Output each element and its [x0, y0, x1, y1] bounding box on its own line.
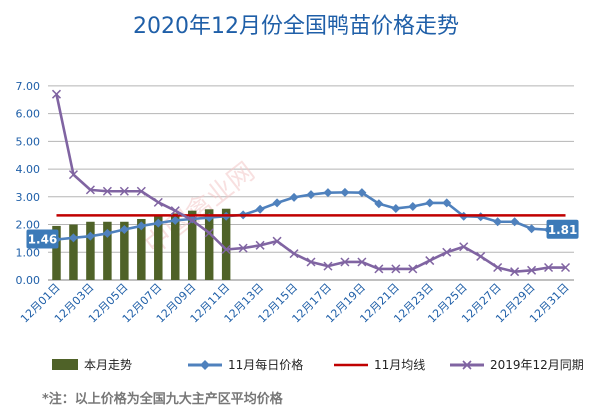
bar	[154, 216, 163, 280]
point-diamond	[493, 217, 503, 227]
point-x	[221, 244, 231, 255]
point-x	[68, 170, 78, 180]
point-x	[560, 262, 571, 273]
data-label-first-bg	[26, 229, 59, 249]
point-x	[476, 251, 486, 261]
bar	[69, 224, 78, 280]
point-diamond	[170, 215, 180, 225]
point-x	[493, 262, 503, 273]
point-x	[289, 249, 299, 259]
y-tick-label: 0.00	[16, 274, 41, 287]
y-tick-label: 7.00	[16, 80, 41, 93]
data-label-first: 1.46	[28, 233, 58, 247]
legend-label-bar: 本月走势	[84, 358, 133, 372]
y-tick-label: 2.00	[16, 219, 41, 232]
legend-label-2019: 2019年12月同期	[490, 358, 584, 372]
point-x	[306, 257, 316, 267]
legend-item-bar: 本月走势	[52, 356, 132, 373]
legend-label-avg: 11月均线	[374, 358, 426, 372]
point-x	[425, 256, 435, 266]
point-diamond	[323, 188, 333, 198]
point-x	[374, 264, 384, 274]
point-diamond	[119, 225, 129, 235]
bar	[137, 218, 146, 280]
y-tick-label: 1.00	[16, 246, 41, 259]
legend-item-2019: 2019年12月同期	[450, 356, 584, 373]
point-x	[442, 247, 452, 257]
point-x	[272, 236, 282, 246]
bar	[52, 225, 61, 280]
y-tick-label: 4.00	[16, 163, 41, 176]
bar	[103, 221, 112, 280]
series-line-2	[55, 93, 566, 273]
point-diamond	[391, 203, 401, 213]
legend-2019-swatch	[450, 358, 484, 372]
bar	[187, 210, 197, 280]
point-x	[170, 206, 180, 216]
point-diamond	[153, 218, 163, 228]
point-diamond	[425, 198, 435, 208]
point-x	[459, 242, 469, 252]
point-diamond	[510, 217, 520, 227]
point-x	[391, 264, 401, 274]
data-label-last: 1.81	[548, 223, 578, 237]
point-diamond	[340, 187, 350, 197]
bar	[204, 209, 214, 280]
legend-item-daily: 11月每日价格	[188, 356, 303, 373]
legend-label-daily: 11月每日价格	[228, 358, 304, 372]
point-diamond	[102, 228, 112, 238]
bar	[221, 208, 231, 280]
y-tick-label: 3.00	[16, 191, 41, 204]
chart-title: 2020年12月份全国鸭苗价格走势	[133, 14, 459, 39]
point-x	[119, 186, 129, 196]
point-diamond	[408, 202, 418, 212]
point-x	[238, 243, 248, 253]
legend-avg-swatch	[334, 358, 368, 372]
point-diamond	[357, 188, 367, 198]
point-x	[187, 215, 197, 225]
point-diamond	[85, 231, 95, 241]
data-label-last-bg	[546, 219, 579, 239]
point-diamond	[442, 198, 452, 208]
point-x	[153, 197, 163, 207]
point-x	[51, 89, 62, 99]
point-x	[510, 267, 520, 277]
point-x	[102, 186, 112, 196]
point-diamond	[272, 198, 282, 208]
point-diamond	[527, 224, 537, 234]
point-x	[204, 228, 214, 238]
point-x	[544, 262, 554, 273]
point-diamond	[68, 233, 78, 243]
legend-bar-swatch	[52, 359, 78, 370]
point-diamond	[374, 199, 384, 209]
point-x	[408, 264, 418, 274]
y-tick-label: 6.00	[16, 108, 41, 121]
point-x	[136, 186, 146, 196]
point-x	[255, 240, 265, 250]
bar	[86, 221, 95, 280]
point-diamond	[255, 204, 265, 214]
legend-item-avg: 11月均线	[334, 356, 425, 373]
footnote: *注：以上价格为全国九大主产区平均价格	[42, 392, 283, 407]
bar	[171, 213, 180, 280]
bar	[120, 221, 129, 280]
y-tick-label: 5.00	[16, 135, 41, 148]
point-diamond	[136, 221, 146, 231]
point-x	[323, 261, 333, 271]
point-x	[85, 185, 95, 195]
point-diamond	[289, 192, 299, 202]
point-diamond	[476, 212, 486, 222]
legend-daily-swatch	[188, 358, 222, 372]
point-diamond	[306, 190, 316, 200]
point-x	[527, 265, 537, 275]
point-x	[357, 257, 367, 267]
point-x	[340, 257, 350, 267]
